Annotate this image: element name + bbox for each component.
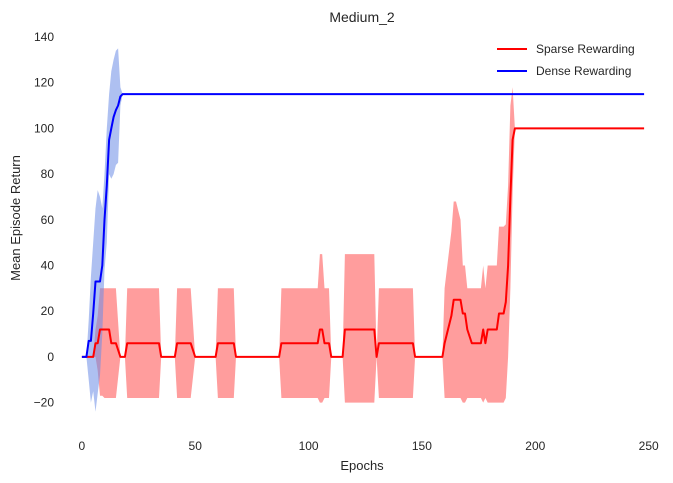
- legend-label-dense-rewarding: Dense Rewarding: [536, 64, 631, 78]
- legend: Sparse Rewarding Dense Rewarding: [497, 42, 635, 78]
- y-tick-label: 60: [41, 213, 55, 227]
- x-tick-label: 250: [639, 439, 659, 453]
- x-tick-label: 50: [189, 439, 203, 453]
- x-axis-label: Epochs: [340, 458, 384, 473]
- y-tick-label: 140: [34, 30, 54, 44]
- y-tick-label: 40: [41, 259, 55, 273]
- y-tick-label: −20: [34, 396, 55, 410]
- y-axis-ticks: −20 0 20 40 60 80 100 120 140: [34, 30, 55, 410]
- x-tick-label: 200: [525, 439, 545, 453]
- y-tick-label: 0: [47, 350, 54, 364]
- x-tick-label: 150: [412, 439, 432, 453]
- dense-rewarding-line: [81, 93, 645, 358]
- confidence-bands: [81, 48, 645, 412]
- series-lines: [81, 93, 645, 358]
- y-tick-label: 20: [41, 304, 55, 318]
- x-axis-ticks: 0 50 100 150 200 250: [79, 439, 659, 453]
- legend-label-sparse-rewarding: Sparse Rewarding: [536, 42, 635, 56]
- sparse-rewarding-band: [81, 87, 645, 403]
- x-tick-label: 0: [79, 439, 86, 453]
- y-axis-label: Mean Episode Return: [8, 155, 23, 281]
- sparse-rewarding-line: [81, 127, 645, 358]
- y-tick-label: 80: [41, 167, 55, 181]
- y-tick-label: 120: [34, 76, 54, 90]
- x-tick-label: 100: [299, 439, 319, 453]
- chart-title: Medium_2: [329, 9, 395, 25]
- y-tick-label: 100: [34, 121, 54, 135]
